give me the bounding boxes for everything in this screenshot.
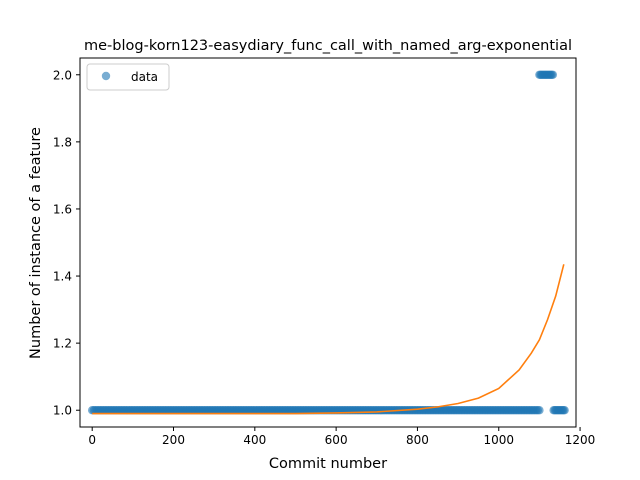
legend-marker xyxy=(101,71,111,81)
x-tick-label: 400 xyxy=(243,433,266,447)
x-tick-label: 200 xyxy=(162,433,185,447)
y-axis-label: Number of instance of a feature xyxy=(28,127,44,359)
x-tick-label: 800 xyxy=(406,433,429,447)
fit-line xyxy=(92,264,565,415)
chart-title: me-blog-korn123-easydiary_func_call_with… xyxy=(84,38,572,54)
axes: 0 200 400 600 800 1000 1200 1.0 1.2 1.4 1.6 1.8 2.0 xyxy=(53,57,596,447)
data-point xyxy=(535,406,544,415)
y-tick-label: 1.4 xyxy=(53,270,72,284)
axes-frame xyxy=(79,57,577,428)
y-tick-label: 1.2 xyxy=(53,337,72,351)
x-tick-label: 600 xyxy=(325,433,348,447)
x-tick-label: 0 xyxy=(88,433,96,447)
y-tick-label: 1.8 xyxy=(53,135,72,149)
y-tick-label: 2.0 xyxy=(53,68,72,82)
data-point xyxy=(548,70,558,79)
x-axis-label: Commit number xyxy=(269,456,387,472)
x-tick-label: 1200 xyxy=(565,433,596,447)
legend: data xyxy=(86,63,170,91)
y-tick-label: 1.0 xyxy=(53,404,72,418)
legend-box xyxy=(86,63,170,91)
y-tick-label: 1.6 xyxy=(53,202,72,216)
data-point xyxy=(560,406,569,415)
plot-area xyxy=(87,70,569,415)
x-tick-label: 1000 xyxy=(483,433,514,447)
legend-label: data xyxy=(131,70,158,84)
